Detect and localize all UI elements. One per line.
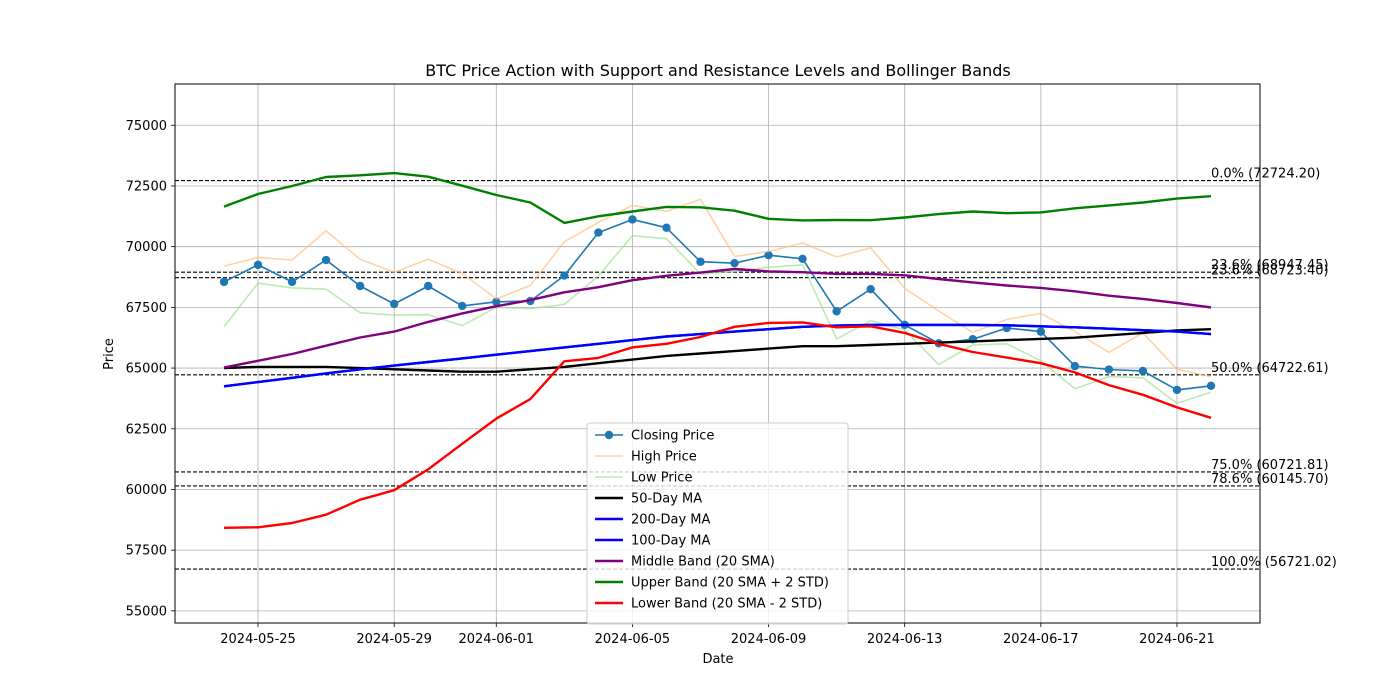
data-point <box>1070 361 1080 371</box>
series-line <box>223 171 1212 225</box>
legend-label: 50-Day MA <box>631 492 702 507</box>
data-point <box>1206 381 1216 390</box>
data-point <box>458 301 467 311</box>
fib-level-label: 23.6% (68947.45) <box>1211 258 1329 273</box>
fib-level-label: 50.0% (64722.61) <box>1211 361 1329 376</box>
x-tick-label: 2024-06-21 <box>1139 632 1215 647</box>
series-line <box>223 328 1212 373</box>
legend: Closing Price High Price Low Price 50-Day M… <box>586 422 849 625</box>
legend-label: Low Price <box>631 471 692 486</box>
y-tick-label: 57500 <box>126 544 167 559</box>
fib-level-label: 23.6% (68723.40) <box>1211 264 1329 279</box>
y-tick-label: 70000 <box>126 240 167 255</box>
data-point <box>1036 327 1046 336</box>
data-point <box>832 307 841 316</box>
y-tick-label: 72500 <box>126 179 167 194</box>
data-point <box>866 284 875 294</box>
data-point <box>764 250 773 260</box>
legend-label: Upper Band (20 SMA + 2 STD) <box>631 576 829 591</box>
legend-label: Middle Band (20 SMA) <box>631 555 775 570</box>
plot-area <box>219 171 1216 529</box>
data-point <box>389 299 399 309</box>
data-point <box>560 271 569 280</box>
data-point <box>219 277 229 287</box>
series-line <box>223 218 1212 391</box>
data-point <box>594 228 603 237</box>
fib-level-label: 100.0% (56721.02) <box>1211 555 1337 570</box>
data-point <box>1138 366 1148 376</box>
chart-title: BTC Price Action with Support and Resist… <box>425 61 1010 80</box>
x-tick-label: 2024-06-05 <box>595 632 671 647</box>
x-tick-label: 2024-06-09 <box>731 632 807 647</box>
y-tick-label: 67500 <box>126 301 167 316</box>
x-tick-label: 2024-06-13 <box>867 632 943 647</box>
data-point <box>321 255 331 265</box>
y-tick-label: 75000 <box>126 119 167 134</box>
legend-label: High Price <box>631 450 697 465</box>
y-tick-label: 55000 <box>126 604 167 619</box>
data-point <box>287 277 297 287</box>
fib-level-label: 78.6% (60145.70) <box>1211 472 1329 487</box>
x-tick-label: 2024-05-29 <box>356 632 432 647</box>
x-tick-label: 2024-06-17 <box>1003 632 1079 647</box>
data-point <box>662 223 671 232</box>
data-point <box>355 281 365 291</box>
series-line <box>223 321 1212 529</box>
x-axis-label: Date <box>702 652 733 667</box>
data-point <box>628 215 637 224</box>
legend-label: 100-Day MA <box>631 534 711 549</box>
data-point <box>730 258 739 268</box>
data-point <box>492 297 501 306</box>
legend-box <box>586 422 849 625</box>
legend-label: 200-Day MA <box>631 513 711 528</box>
y-tick-label: 62500 <box>126 422 167 437</box>
data-point <box>696 257 705 266</box>
legend-label: Lower Band (20 SMA - 2 STD) <box>631 597 822 612</box>
legend-marker <box>604 430 614 440</box>
fib-level-label: 0.0% (72724.20) <box>1211 167 1320 182</box>
x-tick-label: 2024-06-01 <box>458 632 534 647</box>
data-point <box>253 260 263 270</box>
data-point <box>1172 385 1182 395</box>
data-point <box>798 254 807 264</box>
data-point <box>424 281 433 291</box>
data-point <box>1104 365 1114 374</box>
legend-label: Closing Price <box>631 429 714 444</box>
y-tick-label: 65000 <box>126 362 167 377</box>
x-tick-label: 2024-05-25 <box>220 632 296 647</box>
series-line <box>223 267 1212 369</box>
y-axis-label: Price <box>102 338 117 370</box>
fib-level-label: 75.0% (60721.81) <box>1211 458 1329 473</box>
y-tick-label: 60000 <box>126 483 167 498</box>
axes: 55000 57500 60000 62500 65000 67500 70000 72500… <box>126 83 1261 647</box>
series-line <box>223 198 1212 378</box>
